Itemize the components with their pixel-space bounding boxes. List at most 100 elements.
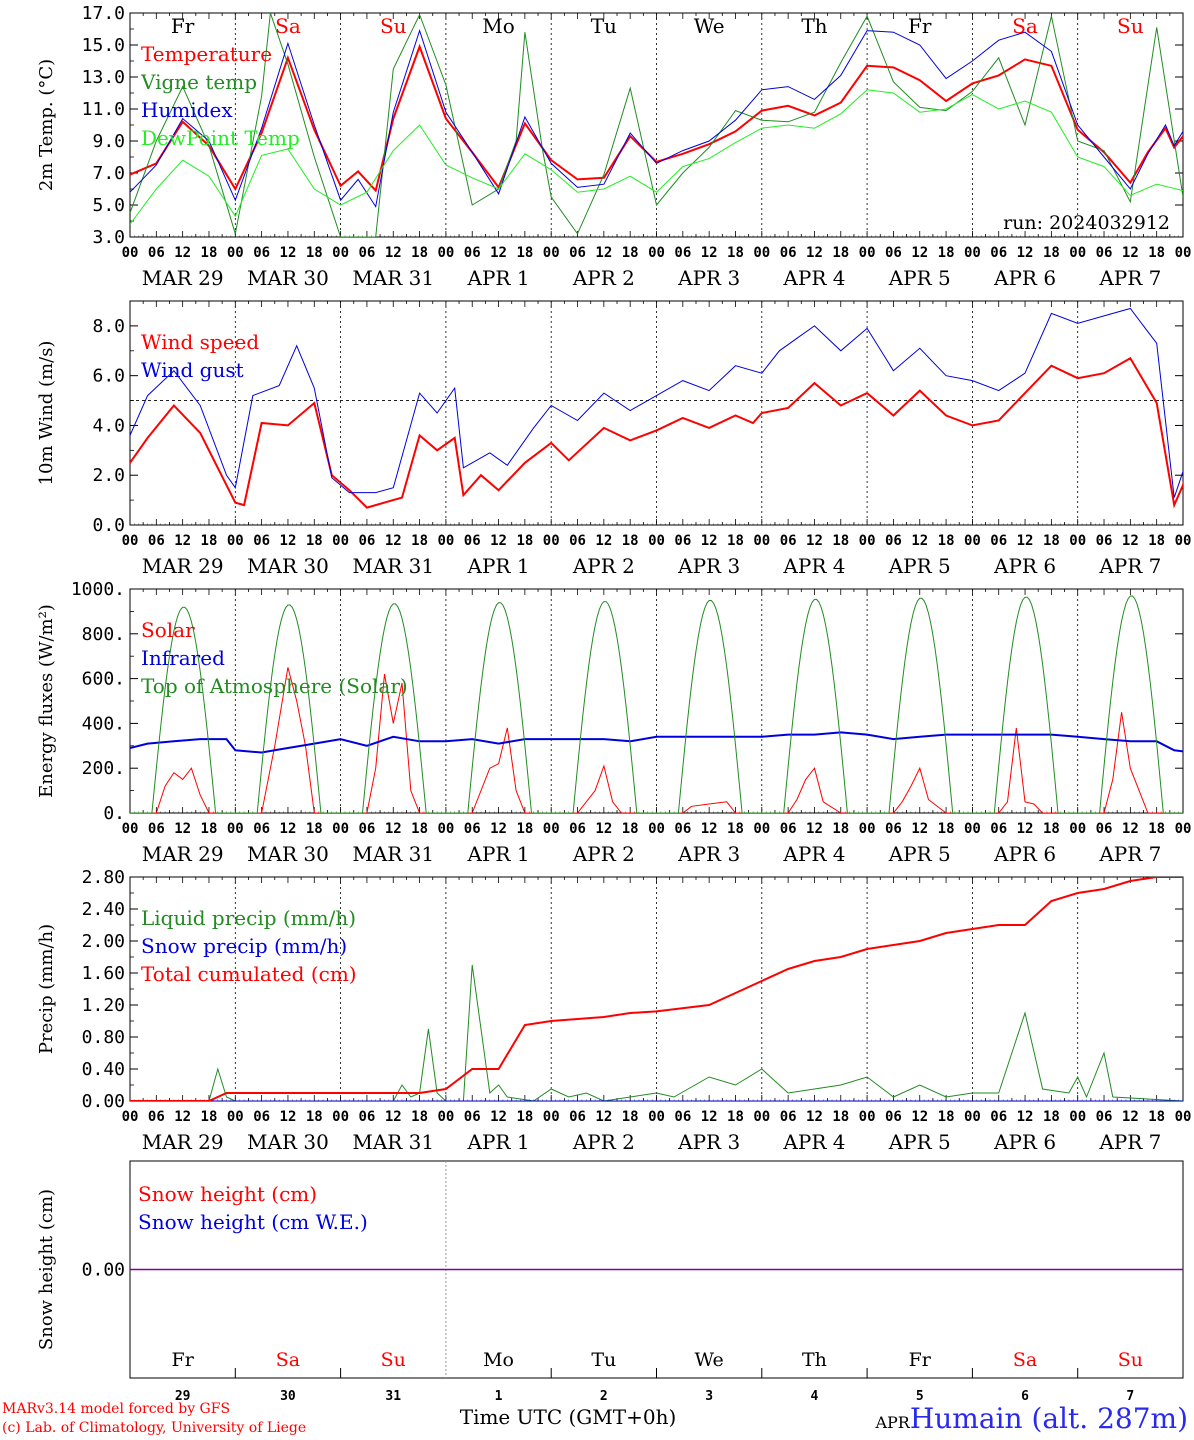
hour-tick-label: 00 bbox=[753, 821, 770, 837]
hour-tick-label: 00 bbox=[753, 533, 770, 549]
date-label: MAR 29 bbox=[142, 842, 224, 866]
weekday-label-top: Sa bbox=[1012, 14, 1038, 38]
day-number-label: 31 bbox=[385, 1389, 401, 1404]
date-label: APR 5 bbox=[888, 842, 951, 866]
legend-entry: Total cumulated (cm) bbox=[141, 962, 357, 986]
hour-tick-label: 12 bbox=[490, 821, 507, 837]
date-label: APR 3 bbox=[677, 266, 740, 290]
hour-tick-label: 12 bbox=[911, 1109, 928, 1125]
hour-tick-label: 00 bbox=[648, 821, 665, 837]
hour-tick-label: 18 bbox=[1043, 533, 1060, 549]
legend-entry: Snow height (cm) bbox=[138, 1182, 317, 1206]
hour-tick-label: 18 bbox=[306, 533, 323, 549]
hour-tick-label: 12 bbox=[1017, 1109, 1034, 1125]
hour-tick-label: 00 bbox=[122, 533, 139, 549]
hour-tick-label: 12 bbox=[806, 245, 823, 261]
credit-model: MARv3.14 model forced by GFS bbox=[2, 1401, 231, 1417]
series-line-wind-1 bbox=[130, 307, 1183, 498]
hour-tick-label: 00 bbox=[332, 245, 349, 261]
hour-tick-label: 18 bbox=[1043, 1109, 1060, 1125]
y-tick-label: 2.00 bbox=[82, 931, 125, 952]
hour-tick-label: 12 bbox=[595, 533, 612, 549]
weekday-label-top: Su bbox=[380, 14, 407, 38]
hour-tick-label: 00 bbox=[1175, 245, 1192, 261]
date-label: APR 3 bbox=[677, 842, 740, 866]
hour-tick-label: 06 bbox=[253, 1109, 270, 1125]
hour-tick-label: 06 bbox=[1096, 245, 1113, 261]
hour-tick-label: 12 bbox=[1122, 1109, 1139, 1125]
date-label: APR 3 bbox=[677, 554, 740, 578]
y-tick-label: 5.0 bbox=[92, 195, 125, 216]
hour-tick-label: 00 bbox=[859, 821, 876, 837]
y-axis-label: 2m Temp. (°C) bbox=[36, 59, 57, 191]
weekday-label-top: Fr bbox=[171, 14, 195, 38]
date-label: APR 2 bbox=[572, 554, 635, 578]
hour-tick-label: 00 bbox=[543, 533, 560, 549]
hour-tick-label: 12 bbox=[174, 1109, 191, 1125]
hour-tick-label: 12 bbox=[911, 821, 928, 837]
day-number-label: 2 bbox=[600, 1389, 608, 1404]
date-label: APR 2 bbox=[572, 1130, 635, 1154]
hour-tick-label: 00 bbox=[122, 245, 139, 261]
hour-tick-label: 18 bbox=[516, 245, 533, 261]
hour-tick-label: 12 bbox=[595, 1109, 612, 1125]
series-line-energy-1 bbox=[130, 731, 1183, 754]
hour-tick-label: 00 bbox=[437, 1109, 454, 1125]
y-tick-label: 3.0 bbox=[92, 227, 125, 248]
hour-tick-label: 06 bbox=[464, 245, 481, 261]
date-label: APR 5 bbox=[888, 1130, 951, 1154]
date-label: APR 7 bbox=[1098, 266, 1161, 290]
y-tick-label: 11.0 bbox=[82, 99, 125, 120]
hour-tick-label: 00 bbox=[1069, 533, 1086, 549]
hour-tick-label: 18 bbox=[411, 245, 428, 261]
hour-tick-label: 18 bbox=[1148, 245, 1165, 261]
date-label: APR 7 bbox=[1098, 554, 1161, 578]
hour-tick-label: 06 bbox=[990, 245, 1007, 261]
hour-tick-label: 06 bbox=[990, 1109, 1007, 1125]
hour-tick-label: 12 bbox=[806, 1109, 823, 1125]
legend-entry: Wind gust bbox=[141, 358, 244, 382]
series-line-wind-0 bbox=[130, 356, 1183, 509]
hour-tick-label: 06 bbox=[253, 821, 270, 837]
hour-tick-label: 00 bbox=[227, 533, 244, 549]
hour-tick-label: 00 bbox=[964, 245, 981, 261]
date-label: MAR 31 bbox=[352, 1130, 434, 1154]
weekday-label-bottom: Fr bbox=[909, 1349, 932, 1371]
hour-tick-label: 12 bbox=[280, 821, 297, 837]
hour-tick-label: 12 bbox=[490, 1109, 507, 1125]
series-line-precip-0 bbox=[130, 964, 1183, 1101]
hour-tick-label: 06 bbox=[674, 1109, 691, 1125]
hour-tick-label: 00 bbox=[543, 1109, 560, 1125]
run-label: run: 2024032912 bbox=[1003, 212, 1170, 234]
date-label: APR 4 bbox=[782, 554, 845, 578]
hour-tick-label: 06 bbox=[148, 821, 165, 837]
y-tick-label: 200. bbox=[82, 758, 125, 779]
hour-tick-label: 18 bbox=[411, 1109, 428, 1125]
y-tick-label: 400. bbox=[82, 713, 125, 734]
hour-tick-label: 06 bbox=[569, 821, 586, 837]
date-label: APR 3 bbox=[677, 1130, 740, 1154]
weekday-label-bottom: We bbox=[695, 1349, 724, 1371]
station-label: APRHumain (alt. 287m) bbox=[875, 1402, 1188, 1435]
y-tick-label: 8.0 bbox=[92, 316, 125, 337]
y-tick-label: 0. bbox=[103, 803, 125, 824]
hour-tick-label: 18 bbox=[1043, 821, 1060, 837]
hour-tick-label: 00 bbox=[753, 245, 770, 261]
hour-tick-label: 18 bbox=[516, 533, 533, 549]
date-label: APR 7 bbox=[1098, 842, 1161, 866]
legend-entry: Wind speed bbox=[141, 330, 259, 354]
series-line-temp-2 bbox=[130, 28, 1183, 208]
date-label: APR 1 bbox=[467, 1130, 530, 1154]
hour-tick-label: 12 bbox=[701, 533, 718, 549]
y-tick-label: 2.0 bbox=[92, 465, 125, 486]
y-tick-label: 9.0 bbox=[92, 131, 125, 152]
hour-tick-label: 12 bbox=[174, 821, 191, 837]
hour-tick-label: 00 bbox=[964, 533, 981, 549]
hour-tick-label: 00 bbox=[964, 1109, 981, 1125]
hour-tick-label: 12 bbox=[490, 533, 507, 549]
x-axis-title: Time UTC (GMT+0h) bbox=[460, 1405, 677, 1429]
hour-tick-label: 06 bbox=[674, 821, 691, 837]
y-tick-label: 2.40 bbox=[82, 899, 125, 920]
hour-tick-label: 18 bbox=[1148, 1109, 1165, 1125]
date-label: MAR 29 bbox=[142, 554, 224, 578]
